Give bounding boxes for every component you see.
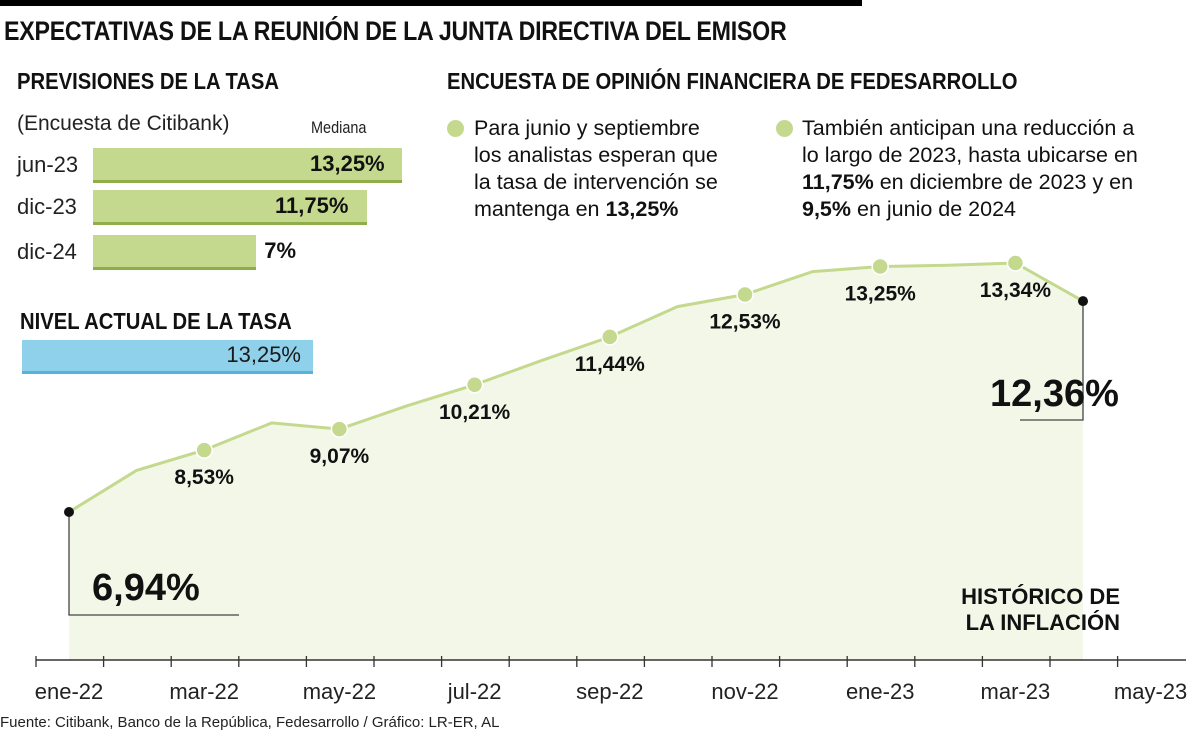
chart-title-line1: HISTÓRICO DE xyxy=(961,584,1120,609)
survey-point-2: También anticipan una reducción a lo lar… xyxy=(802,116,1138,221)
current-rate-heading: NIVEL ACTUAL DE LA TASA xyxy=(20,308,292,334)
start-leader-line xyxy=(68,512,239,616)
data-point-label: 13,34% xyxy=(980,279,1052,302)
forecast-row-value: 13,25% xyxy=(310,151,385,176)
data-point-marker xyxy=(195,441,213,459)
x-tick-label: may-22 xyxy=(303,679,376,704)
data-point-label: 13,25% xyxy=(845,283,917,306)
start-value-label: 6,94% xyxy=(92,567,200,609)
forecast-row-label: jun-23 xyxy=(17,152,79,177)
forecast-bar xyxy=(93,190,368,225)
data-point-marker xyxy=(601,328,619,346)
data-point-label: 8,53% xyxy=(174,466,234,489)
current-rate-bar: 13,25% xyxy=(22,340,313,374)
chart-title-line2: LA INFLACIÓN xyxy=(966,610,1120,635)
data-point-marker xyxy=(1006,254,1025,272)
data-point-marker xyxy=(871,257,889,276)
x-tick-label: jul-22 xyxy=(447,679,502,704)
x-tick-label: nov-22 xyxy=(711,679,778,704)
forecast-bar xyxy=(93,235,257,270)
forecast-row-label: dic-23 xyxy=(17,194,77,219)
bullet-icon xyxy=(776,120,793,137)
x-tick-label: mar-22 xyxy=(169,679,239,704)
end-value-label: 12,36% xyxy=(990,373,1119,415)
data-point-label: 9,07% xyxy=(310,445,370,468)
inflation-line xyxy=(68,261,1084,514)
data-point-label: 10,21% xyxy=(439,401,511,424)
forecast-row-label: dic-24 xyxy=(17,239,77,264)
survey-heading: ENCUESTA DE OPINIÓN FINANCIERA DE FEDESA… xyxy=(447,68,1018,94)
x-tick-label: ene-23 xyxy=(846,679,915,704)
data-point-marker xyxy=(465,376,484,394)
top-rule xyxy=(0,0,862,6)
x-tick-label: mar-23 xyxy=(981,679,1051,704)
bullet-icon xyxy=(447,120,464,137)
current-rate-value: 13,25% xyxy=(226,342,301,367)
x-tick-label: ene-22 xyxy=(35,679,104,704)
forecast-subtitle: (Encuesta de Citibank) xyxy=(17,112,230,135)
data-point-label: 11,44% xyxy=(575,353,645,376)
forecast-row-value: 11,75% xyxy=(275,193,349,218)
forecast-row-value: 7% xyxy=(264,238,297,263)
x-tick-label: sep-22 xyxy=(576,679,643,704)
data-point-marker xyxy=(330,420,349,438)
inflation-area xyxy=(69,263,1083,660)
survey-point-1: Para junio y septiembre los analistas es… xyxy=(474,116,718,221)
source-note: Fuente: Citibank, Banco de la República,… xyxy=(0,714,500,731)
end-point-marker xyxy=(1078,296,1088,307)
median-label: Mediana xyxy=(311,118,367,137)
forecast-bar xyxy=(93,148,402,183)
page-title: EXPECTATIVAS DE LA REUNIÓN DE LA JUNTA D… xyxy=(4,16,787,46)
data-point-marker xyxy=(736,285,754,304)
start-point-marker xyxy=(64,507,74,517)
end-leader-line xyxy=(1020,301,1084,421)
forecast-heading: PREVISIONES DE LA TASA xyxy=(17,68,280,94)
data-point-label: 12,53% xyxy=(709,311,781,334)
x-tick-label: may-23 xyxy=(1114,679,1187,704)
